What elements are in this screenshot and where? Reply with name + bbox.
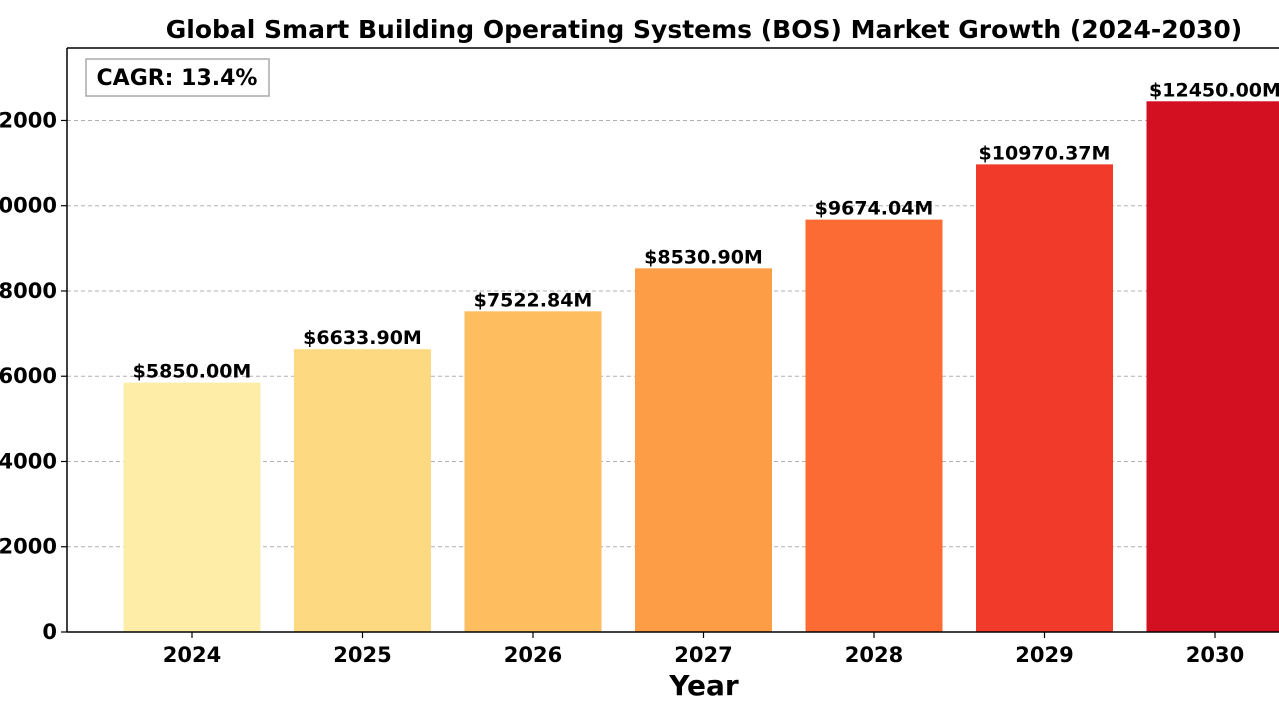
x-tick-label: 2030: [1186, 643, 1244, 667]
x-tick-label: 2029: [1015, 643, 1073, 667]
y-tick-label: 2000: [0, 535, 57, 559]
data-label-2025: $6633.90M: [303, 327, 422, 349]
bar-2025: [294, 349, 431, 632]
x-tick-label: 2027: [674, 643, 732, 667]
bar-2026: [464, 311, 602, 632]
data-label-2030: $12450.00M: [1149, 79, 1279, 101]
bar-2024: [123, 382, 261, 632]
bar-2027: [635, 268, 772, 632]
cagr-annotation: CAGR: 13.4%: [85, 58, 270, 97]
data-label-2028: $9674.04M: [815, 198, 934, 220]
data-labels: $5850.00M $6633.90M $7522.84M $8530.90M $967…: [133, 79, 1279, 382]
data-label-2029: $10970.37M: [979, 142, 1111, 164]
x-tick-label: 2028: [845, 643, 903, 667]
chart-title: Global Smart Building Operating Systems …: [166, 15, 1242, 44]
y-tick-label: 0: [42, 620, 57, 644]
y-tick-label: 12000: [0, 108, 57, 132]
data-label-2027: $8530.90M: [644, 246, 763, 268]
bar-2030: [1146, 101, 1279, 632]
axes: [61, 47, 1279, 638]
bar-2028: [805, 219, 943, 633]
bars: [123, 101, 1279, 633]
cagr-annotation-text: CAGR: 13.4%: [97, 66, 258, 91]
x-tick-label: 2025: [333, 643, 391, 667]
y-tick-label: 6000: [0, 364, 57, 388]
x-tick-label: 2026: [504, 643, 562, 667]
x-tick-label: 2024: [163, 643, 221, 667]
x-axis-label: Year: [668, 669, 739, 702]
data-label-2024: $5850.00M: [133, 361, 252, 383]
bar-2029: [976, 164, 1113, 632]
data-label-2026: $7522.84M: [474, 289, 593, 311]
y-tick-label: 4000: [0, 449, 57, 473]
y-tick-label: 10000: [0, 194, 57, 218]
y-tick-label: 8000: [0, 279, 57, 303]
tick-labels: 0 2000 4000 6000 8000 10000 12000 2024 2025 2026 2…: [0, 108, 1244, 667]
